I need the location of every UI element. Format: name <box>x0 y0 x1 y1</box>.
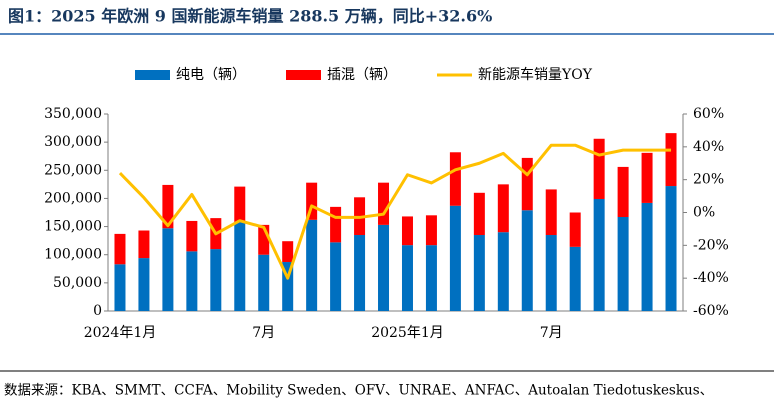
y-tick-label: 100,000 <box>44 247 102 263</box>
x-tick-label: 7月 <box>540 325 563 341</box>
bar <box>378 224 390 311</box>
legend-label: 新能源车销量YOY <box>478 66 593 83</box>
x-tick-label: 2024年1月 <box>84 325 157 341</box>
bar <box>162 228 174 311</box>
bar <box>425 245 437 311</box>
bar <box>593 198 605 311</box>
line <box>118 143 672 280</box>
legend-label: 纯电（辆） <box>176 67 246 83</box>
bar <box>234 222 246 311</box>
bar <box>258 224 270 255</box>
bar <box>425 215 437 246</box>
y-tick-label: 0 <box>93 303 102 319</box>
bar <box>569 246 581 311</box>
bar <box>210 249 222 311</box>
bar <box>545 235 557 311</box>
bar <box>497 184 509 233</box>
bar <box>354 235 366 311</box>
legend-label: 插混（辆） <box>327 67 397 83</box>
y2-tick-label: 20% <box>693 172 724 188</box>
y-tick-label: 250,000 <box>44 162 102 178</box>
bar <box>665 133 677 187</box>
bar <box>641 202 653 311</box>
bar <box>378 182 390 225</box>
source-note: 数据来源：KBA、SMMT、CCFA、Mobility Sweden、OFV、U… <box>4 383 713 399</box>
bar <box>138 230 150 259</box>
bar <box>545 189 557 236</box>
bar <box>497 232 509 311</box>
legend-swatch <box>286 70 321 80</box>
bar <box>617 166 629 218</box>
y2-tick-label: 0% <box>693 205 715 221</box>
bar <box>449 205 461 311</box>
bar <box>330 242 342 311</box>
y2-tick-label: -40% <box>693 270 729 286</box>
bar <box>641 152 653 203</box>
bar <box>401 216 413 246</box>
bar <box>138 258 150 311</box>
chart-title: 图1：2025 年欧洲 9 国新能源车销量 288.5 万辆，同比+32.6% <box>8 7 492 26</box>
bar <box>521 157 533 211</box>
bar <box>593 138 605 199</box>
x-tick-label: 2025年1月 <box>371 325 444 341</box>
y-tick-label: 300,000 <box>44 134 102 150</box>
bar <box>306 219 318 311</box>
bar <box>186 220 198 252</box>
bar <box>521 210 533 311</box>
y-tick-label: 350,000 <box>44 106 102 122</box>
bar <box>306 182 318 220</box>
y2-tick-label: 40% <box>693 139 724 155</box>
bar <box>569 212 581 247</box>
bar <box>234 186 246 223</box>
bar <box>330 206 342 243</box>
bar <box>282 241 294 263</box>
y2-tick-label: -60% <box>693 303 729 319</box>
bar <box>162 184 174 229</box>
bar <box>186 251 198 311</box>
bar <box>114 264 126 311</box>
bar <box>473 235 485 311</box>
y2-tick-label: -20% <box>693 237 729 253</box>
bar <box>617 217 629 311</box>
bar <box>665 186 677 311</box>
bar <box>401 245 413 311</box>
legend-swatch <box>135 70 170 80</box>
y2-tick-label: 60% <box>693 106 724 122</box>
bar <box>258 254 270 311</box>
y-tick-label: 150,000 <box>44 219 102 235</box>
bar <box>114 233 126 265</box>
y-tick-label: 200,000 <box>44 190 102 206</box>
bar <box>473 192 485 236</box>
y-tick-label: 50,000 <box>53 275 102 291</box>
bar <box>282 262 294 311</box>
x-tick-label: 7月 <box>252 325 275 341</box>
bar <box>449 152 461 206</box>
